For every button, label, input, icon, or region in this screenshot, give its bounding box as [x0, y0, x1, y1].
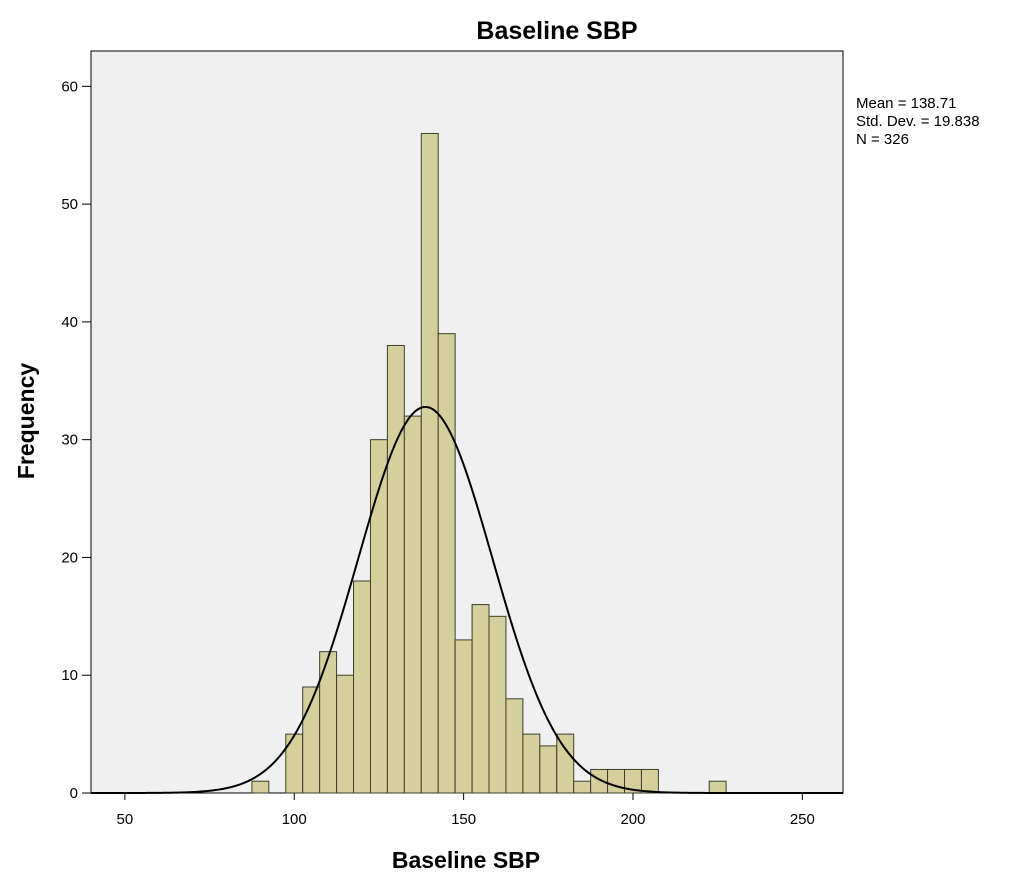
- histogram-bar: [556, 733, 575, 794]
- histogram-bar: [336, 674, 355, 794]
- y-tick-label: 50: [61, 196, 78, 213]
- x-tick-label: 150: [451, 811, 476, 828]
- chart-title: Baseline SBP: [476, 17, 637, 45]
- histogram-bars: [251, 132, 727, 794]
- x-tick-label: 250: [790, 811, 815, 828]
- x-tick-label: 200: [620, 811, 645, 828]
- x-axis-label: Baseline SBP: [392, 847, 540, 872]
- histogram-bar: [607, 768, 626, 794]
- histogram-bar: [505, 698, 524, 794]
- histogram-bar: [454, 639, 473, 794]
- stat-mean: Mean = 138.71: [856, 95, 957, 112]
- histogram-bar: [285, 733, 304, 794]
- y-tick-label: 0: [70, 785, 78, 802]
- stat-n: N = 326: [856, 131, 909, 148]
- y-axis-label: Frequency: [13, 363, 39, 480]
- histogram-bar: [708, 780, 727, 794]
- histogram-bar: [353, 580, 371, 794]
- x-tick-label: 50: [117, 811, 134, 828]
- y-tick-label: 20: [61, 549, 78, 566]
- y-tick-label: 30: [61, 432, 78, 449]
- stat-std-dev: Std. Dev. = 19.838: [856, 113, 980, 130]
- histogram-bar: [539, 745, 558, 794]
- histogram-bar: [386, 344, 405, 794]
- axis-ticks: 50 100 150 200 250 0 10 20 30 40 50 60: [61, 78, 815, 828]
- histogram-bar: [251, 780, 270, 794]
- y-tick-label: 10: [61, 667, 78, 684]
- histogram-bar: [640, 768, 659, 794]
- x-tick-label: 100: [282, 811, 307, 828]
- stats-box: Mean = 138.71 Std. Dev. = 19.838 N = 326: [856, 95, 980, 148]
- histogram-bar: [369, 439, 388, 794]
- histogram-bar: [437, 333, 456, 794]
- y-tick-label: 60: [61, 78, 78, 95]
- histogram-bar: [573, 780, 592, 794]
- histogram-bar: [522, 733, 541, 794]
- y-tick-label: 40: [61, 314, 78, 331]
- histogram-bar: [420, 132, 439, 794]
- histogram-bar: [488, 615, 507, 794]
- normal-curve: [91, 405, 843, 794]
- histogram-bar: [403, 415, 422, 794]
- histogram-bar: [471, 604, 490, 794]
